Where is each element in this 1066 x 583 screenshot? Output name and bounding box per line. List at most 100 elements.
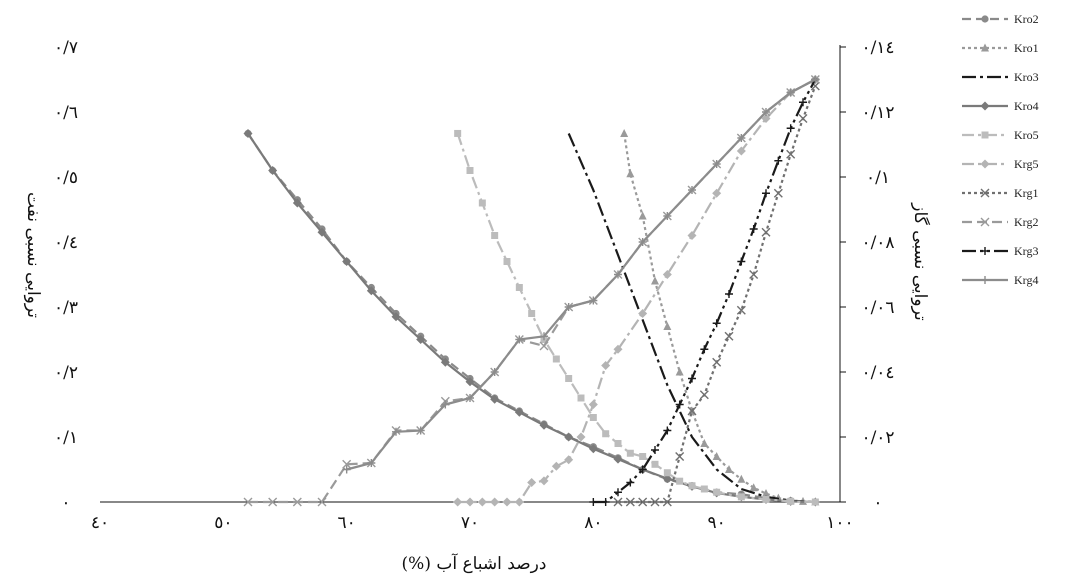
legend: Kro2 Kro1 Kro3 Kro4 Kro5 Krg5 Krg1 Krg2 Krg3 Krg4 — [962, 12, 1039, 287]
data-point — [787, 497, 795, 505]
data-point — [638, 211, 647, 220]
data-point — [700, 345, 709, 354]
data-point — [700, 439, 709, 447]
series-line-kro4 — [247, 132, 816, 504]
data-point — [589, 296, 598, 305]
data-point — [687, 231, 697, 240]
x-tick-label: ١٠٠ — [826, 513, 853, 533]
left-y-tick-label: ٠ — [61, 493, 70, 513]
legend-item-krg2: Krg2 — [962, 215, 1038, 229]
x-tick-label: ٦٠ — [338, 513, 356, 533]
series-krg5 — [453, 75, 820, 507]
series-line-krg3 — [593, 78, 817, 504]
legend-label: Kro1 — [1014, 41, 1039, 55]
data-point — [774, 156, 783, 165]
legend-marker — [980, 217, 990, 227]
data-point — [675, 367, 684, 376]
data-point — [366, 286, 376, 296]
x-axis-title: درصد اشباع آب (%) — [402, 552, 547, 574]
data-point — [662, 474, 672, 484]
data-point — [613, 344, 623, 354]
legend-marker — [980, 101, 990, 111]
data-point — [762, 489, 770, 498]
data-point — [540, 332, 548, 341]
right-y-tick-label: ٠/١٤ — [861, 38, 894, 58]
data-point — [737, 257, 746, 266]
data-point — [712, 160, 721, 168]
data-point — [662, 270, 672, 279]
data-point — [416, 335, 426, 344]
data-point — [663, 212, 672, 220]
data-point — [737, 474, 746, 483]
x-tick-label: ٨٠ — [584, 513, 602, 533]
data-point — [749, 483, 758, 492]
data-point — [799, 98, 807, 107]
left-y-tick-label: ٠/٤ — [54, 233, 78, 253]
data-point — [453, 497, 463, 507]
data-point — [700, 485, 708, 493]
data-point — [466, 394, 474, 402]
right-y-tick-label: ٠/٠٦ — [861, 298, 894, 318]
data-point — [713, 488, 721, 496]
left-y-tick-label: ٠/٥ — [54, 168, 78, 188]
data-point — [502, 497, 512, 507]
legend-item-kro1: Kro1 — [962, 41, 1039, 55]
data-point — [342, 257, 352, 266]
data-point — [737, 493, 745, 501]
data-point — [491, 232, 499, 239]
data-point — [565, 375, 573, 382]
data-point — [687, 406, 697, 416]
right-y-tick-label: ٠/٠٢ — [861, 428, 894, 448]
data-point — [490, 368, 499, 376]
legend-marker — [980, 159, 990, 169]
data-point — [564, 303, 573, 311]
data-point — [651, 446, 659, 454]
data-point — [317, 227, 327, 237]
data-point — [503, 258, 511, 265]
x-tick-label: ٥٠ — [214, 513, 232, 533]
right-y-tick-label: ٠/٠٨ — [861, 233, 894, 253]
data-point — [762, 495, 770, 503]
legend-marker — [981, 276, 989, 284]
data-point — [391, 312, 401, 322]
data-point — [712, 357, 722, 367]
legend-label: Kro3 — [1014, 70, 1039, 84]
right-y-tick-label: ٠ — [873, 493, 882, 513]
data-point — [811, 75, 820, 84]
data-point — [564, 455, 574, 465]
x-tick-label: ٧٠ — [461, 513, 479, 533]
legend-marker — [981, 43, 989, 52]
data-point — [466, 167, 474, 174]
data-point — [454, 129, 462, 137]
data-point — [576, 432, 586, 442]
data-point — [620, 128, 629, 137]
data-point — [675, 452, 685, 461]
data-point — [528, 310, 536, 317]
data-point — [736, 305, 746, 315]
legend-label: Kro5 — [1014, 128, 1039, 142]
legend-marker — [981, 15, 989, 23]
data-point — [577, 394, 585, 402]
legend-marker — [980, 188, 990, 198]
data-point — [588, 400, 598, 409]
right-y-tick-label: ٠/١ — [866, 168, 890, 188]
data-point — [626, 478, 635, 487]
series-kro4 — [243, 128, 820, 507]
data-point — [712, 319, 721, 328]
data-point — [625, 497, 635, 507]
data-point — [762, 108, 770, 116]
data-point — [761, 114, 771, 123]
data-point — [292, 198, 302, 208]
data-point — [268, 497, 278, 507]
legend-item-kro5: Kro5 — [962, 128, 1039, 142]
left-y-tick-label: ٠/٦ — [54, 103, 78, 123]
legend-marker — [981, 247, 989, 255]
right-y-tick-label: ٠/١٢ — [861, 103, 894, 123]
data-point — [638, 238, 647, 246]
data-point — [662, 497, 672, 507]
data-point — [539, 341, 549, 351]
data-point — [601, 361, 611, 370]
data-point — [515, 335, 524, 344]
data-point — [798, 114, 808, 123]
